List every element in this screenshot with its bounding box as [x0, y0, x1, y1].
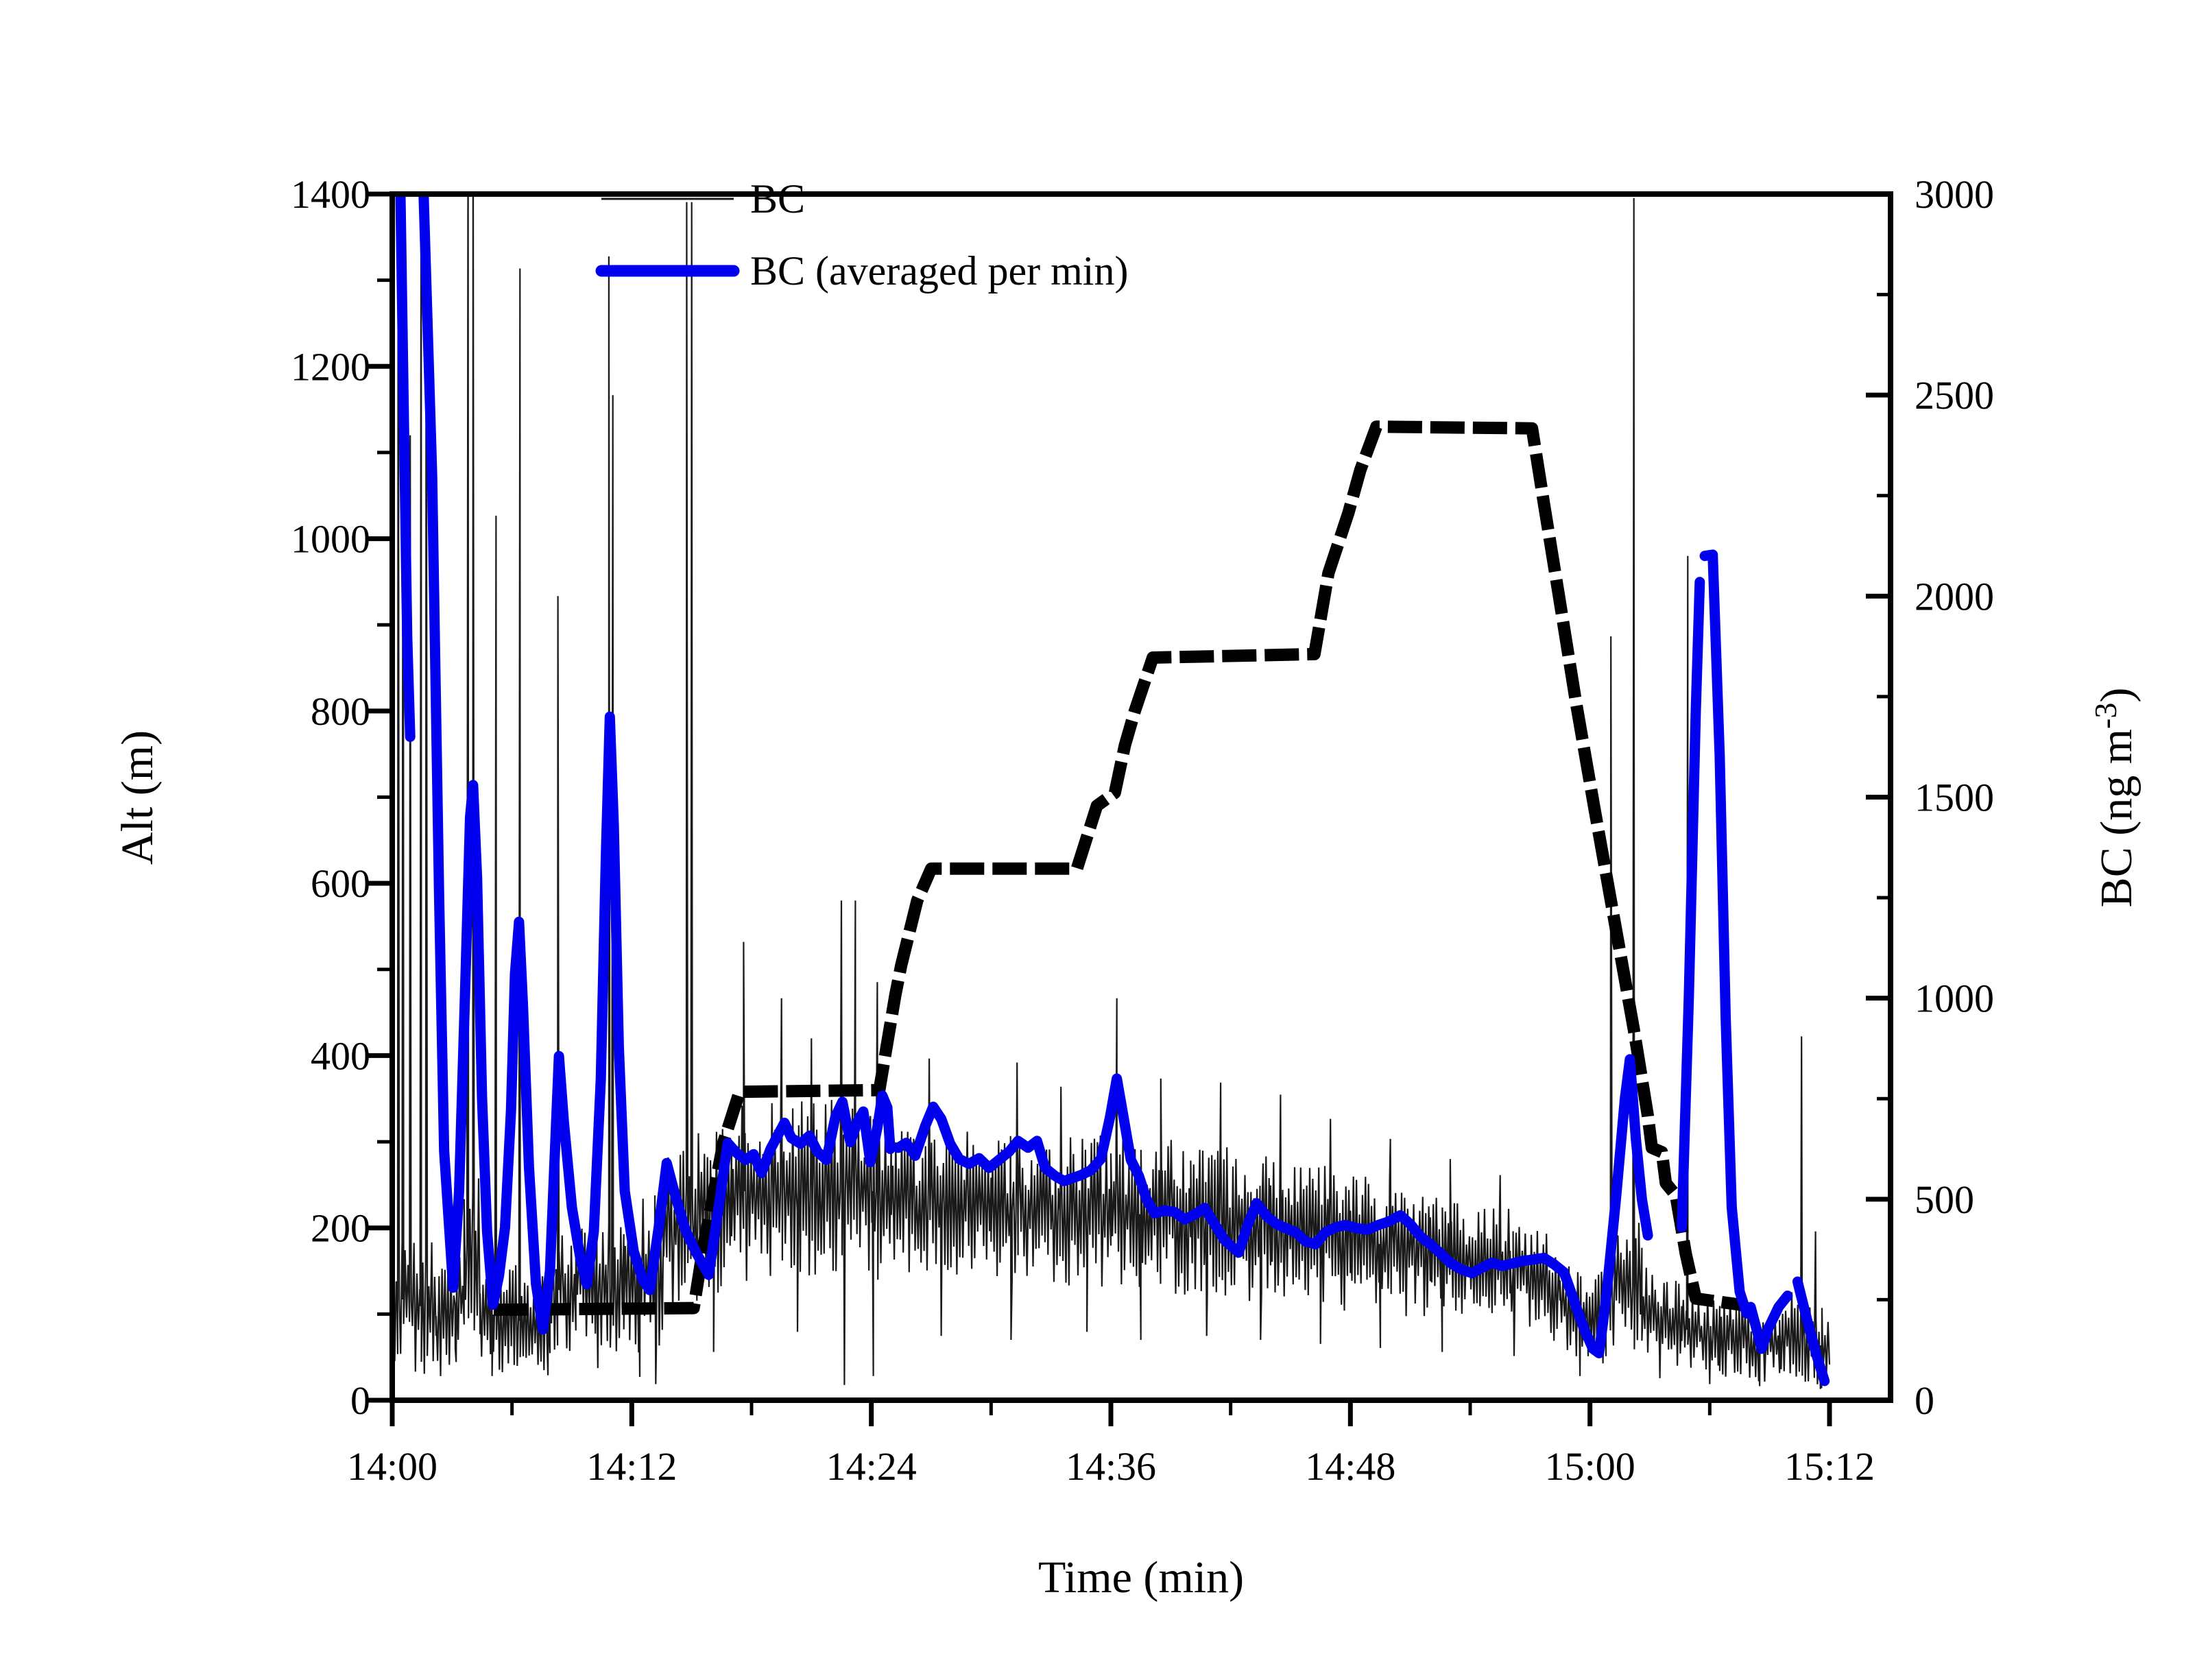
svg-text:15:12: 15:12: [1784, 1444, 1875, 1489]
svg-text:14:24: 14:24: [826, 1444, 917, 1489]
axis-tick-labels: 14:00 14:12 14:24 14:36 14:48 15:00 15:12 0 200 4…: [291, 172, 1994, 1489]
legend-label-bc-raw: BC: [750, 176, 805, 221]
svg-text:14:36: 14:36: [1066, 1444, 1156, 1489]
y-left-axis-title: Alt (m): [112, 730, 163, 865]
plot-data-area: [394, 195, 1831, 1389]
bc-raw-series-line: [394, 195, 1831, 1389]
svg-text:14:12: 14:12: [586, 1444, 677, 1489]
x-axis-title: Time (min): [1038, 1552, 1244, 1603]
svg-text:1000: 1000: [291, 517, 370, 562]
svg-text:200: 200: [311, 1206, 370, 1251]
svg-text:1500: 1500: [1915, 776, 1994, 820]
svg-text:2000: 2000: [1915, 574, 1994, 619]
legend: BC BC (averaged per min): [595, 176, 1128, 293]
y-right-axis-title: BC (ng m-3): [2088, 688, 2142, 908]
svg-text:14:00: 14:00: [347, 1444, 437, 1489]
svg-text:500: 500: [1915, 1177, 1974, 1222]
svg-text:14:48: 14:48: [1305, 1444, 1395, 1489]
svg-text:600: 600: [311, 861, 370, 906]
svg-text:800: 800: [311, 689, 370, 734]
svg-text:2500: 2500: [1915, 373, 1994, 418]
svg-text:15:00: 15:00: [1545, 1444, 1635, 1489]
legend-label-bc-averaged: BC (averaged per min): [750, 248, 1128, 293]
svg-text:1400: 1400: [291, 172, 370, 217]
bc-averaged-series-line: [395, 195, 1830, 1387]
svg-text:1000: 1000: [1915, 976, 1994, 1021]
svg-text:0: 0: [350, 1378, 370, 1423]
svg-text:3000: 3000: [1915, 172, 1994, 217]
svg-text:1200: 1200: [291, 344, 370, 389]
altitude-series-line: [494, 420, 1747, 1317]
svg-text:0: 0: [1915, 1378, 1934, 1423]
axis-ticks: [366, 191, 1891, 1426]
svg-text:400: 400: [311, 1033, 370, 1078]
